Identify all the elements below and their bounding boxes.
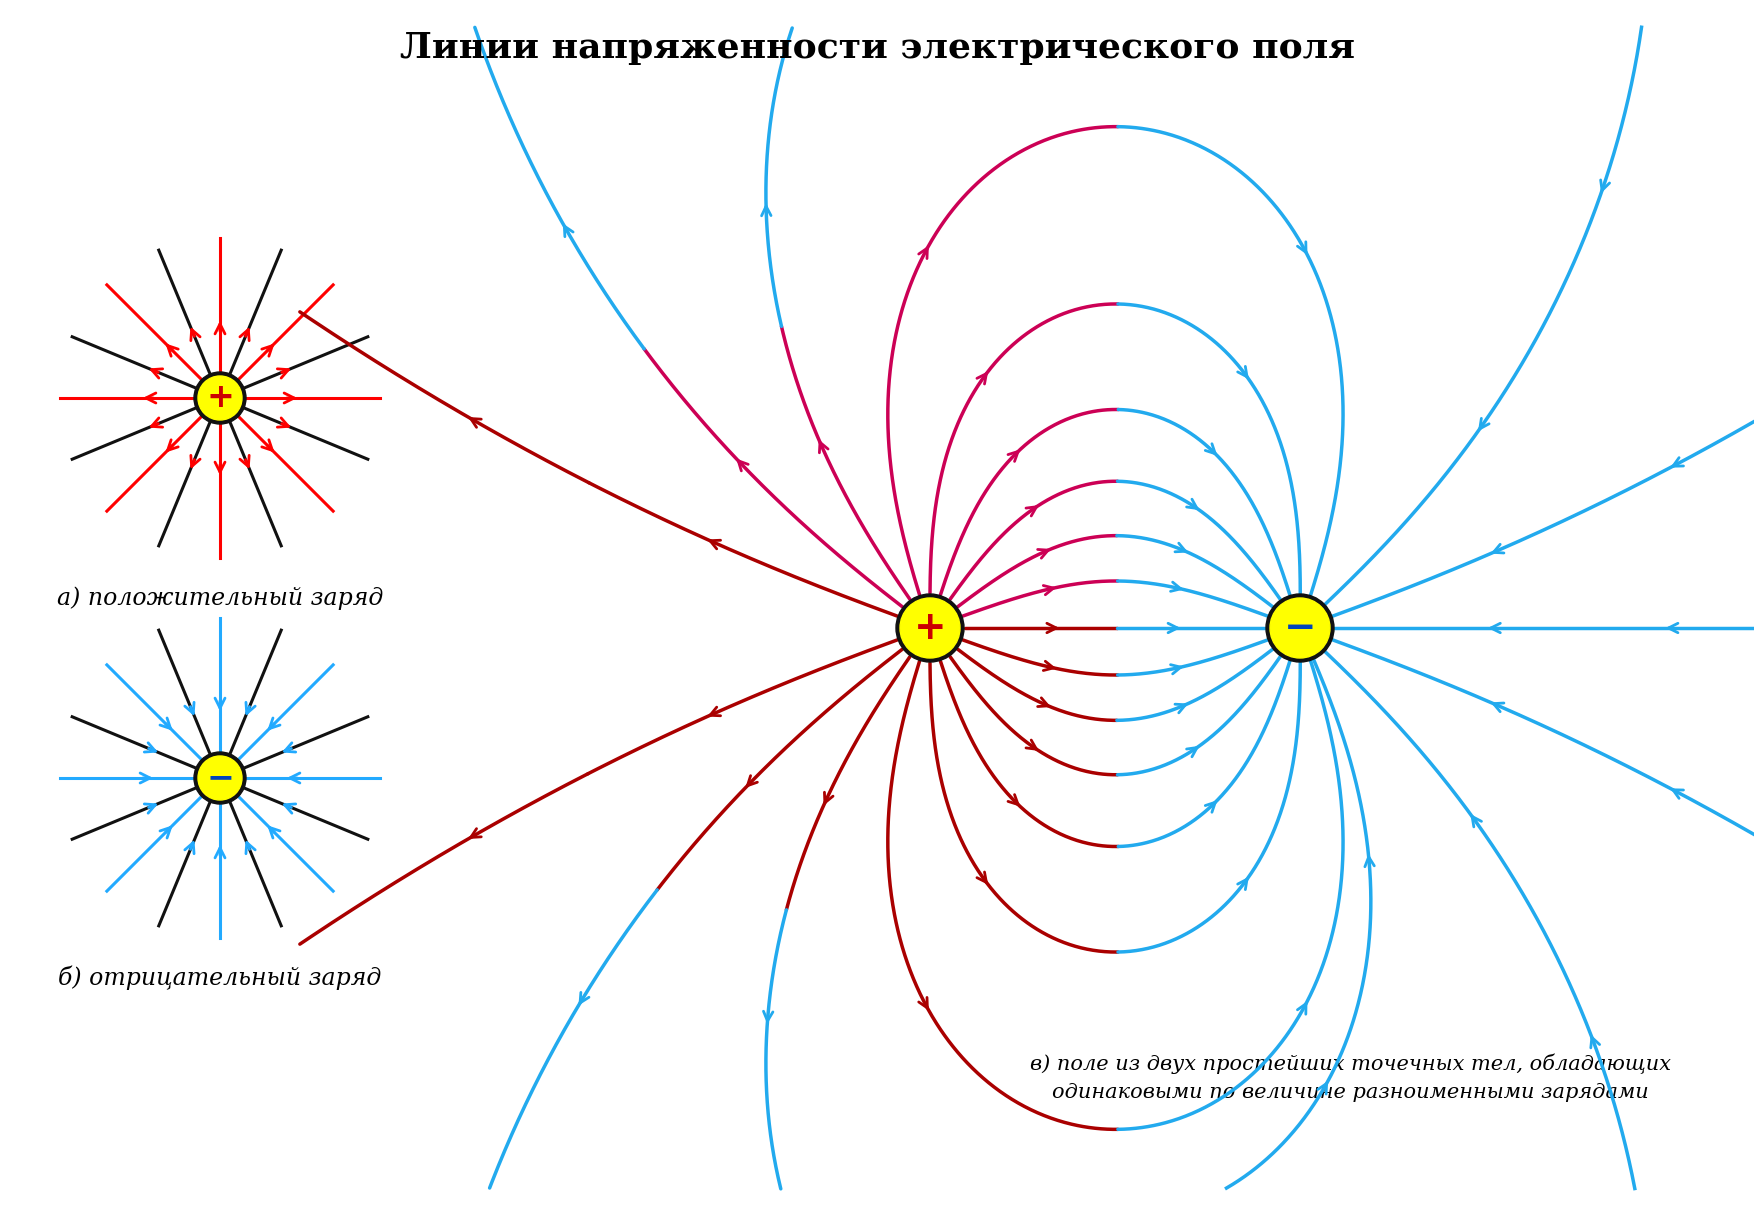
Text: +: +	[914, 609, 947, 647]
Circle shape	[1270, 598, 1330, 658]
Text: б) отрицательный заряд: б) отрицательный заряд	[58, 965, 382, 991]
Circle shape	[1266, 594, 1335, 662]
Circle shape	[900, 598, 959, 658]
Text: в) поле из двух простейших точечных тел, обладающих
одинаковыми по величине разн: в) поле из двух простейших точечных тел,…	[1030, 1053, 1670, 1102]
Circle shape	[195, 372, 246, 424]
Text: +: +	[205, 382, 233, 414]
Text: −: −	[1284, 609, 1316, 647]
Text: Линии напряженности электрического поля: Линии напряженности электрического поля	[400, 31, 1354, 65]
Text: а) положительный заряд: а) положительный заряд	[56, 586, 382, 610]
Circle shape	[896, 594, 965, 662]
Text: −: −	[205, 761, 233, 795]
Circle shape	[198, 756, 242, 800]
Circle shape	[198, 376, 242, 420]
Circle shape	[195, 753, 246, 805]
